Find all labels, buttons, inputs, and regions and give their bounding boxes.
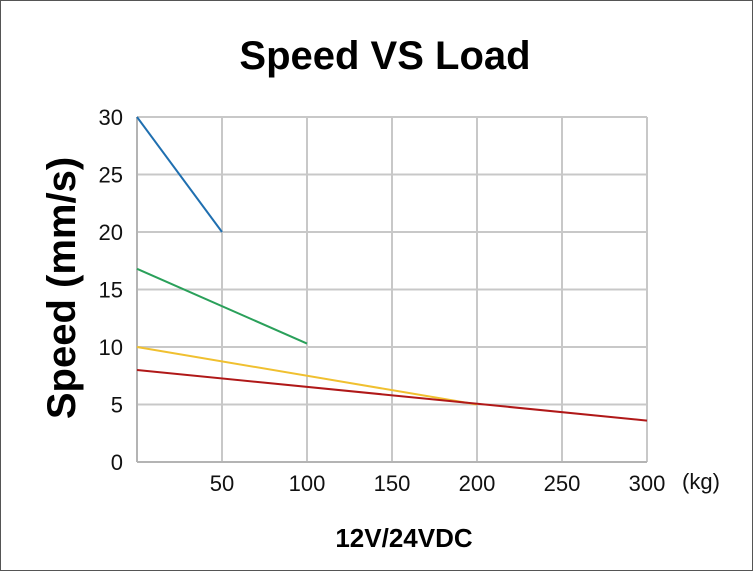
x-tick-label-0: 50 xyxy=(210,471,234,496)
y-tick-label-0: 0 xyxy=(111,450,123,475)
grid-lines xyxy=(137,116,648,462)
y-tick-labels: 0 5 10 15 20 25 30 xyxy=(99,105,123,475)
x-tick-label-2: 150 xyxy=(374,471,411,496)
x-axis-unit: (kg) xyxy=(682,469,720,494)
series-lines xyxy=(136,116,648,422)
x-tick-label-4: 250 xyxy=(544,471,581,496)
series-line-blue xyxy=(136,116,223,233)
x-tick-label-3: 200 xyxy=(459,471,496,496)
x-tick-labels: 50 100 150 200 250 300 xyxy=(210,471,666,496)
y-tick-label-2: 10 xyxy=(99,335,123,360)
chart-title: Speed VS Load xyxy=(239,34,530,78)
y-tick-label-1: 5 xyxy=(111,393,123,418)
chart-subtitle: 12V/24VDC xyxy=(335,523,473,553)
y-tick-label-5: 25 xyxy=(99,163,123,188)
x-tick-label-1: 100 xyxy=(289,471,326,496)
y-tick-label-3: 15 xyxy=(99,278,123,303)
series-line-yellow xyxy=(136,346,478,406)
series-line-red xyxy=(136,369,648,422)
series-line-green xyxy=(136,267,308,345)
y-tick-label-4: 20 xyxy=(99,220,123,245)
x-tick-label-5: 300 xyxy=(629,471,666,496)
axes xyxy=(136,117,647,463)
y-tick-label-6: 30 xyxy=(99,105,123,130)
y-axis-label: Speed (mm/s) xyxy=(40,157,84,419)
